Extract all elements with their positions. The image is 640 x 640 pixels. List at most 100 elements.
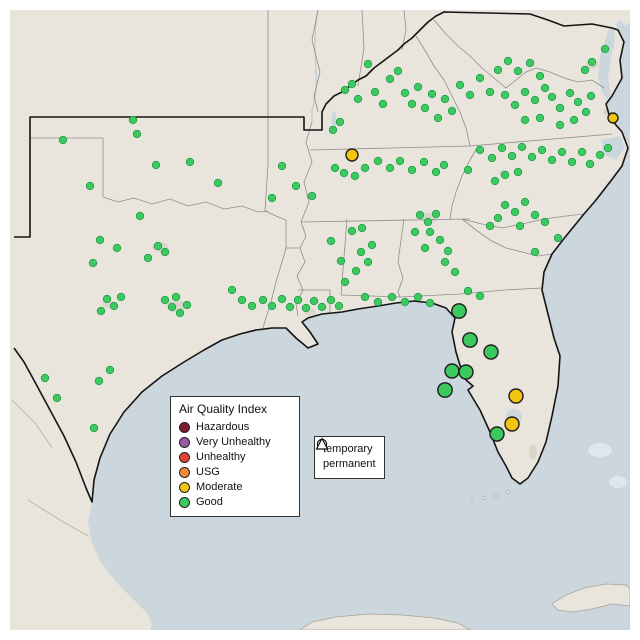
aqi-station-good xyxy=(463,286,473,296)
aqi-station-good xyxy=(317,302,327,312)
aqi-station-good xyxy=(109,301,119,311)
aqi-station-good xyxy=(415,210,425,220)
aqi-station-good xyxy=(340,277,350,287)
aqi-station-good xyxy=(387,292,397,302)
aqi-station-good xyxy=(395,156,405,166)
aqi-station-good xyxy=(347,79,357,89)
mississippi-river xyxy=(311,10,319,122)
cuba-landmass xyxy=(551,583,630,613)
aqi-station-good xyxy=(328,125,338,135)
station-type-label: temporary xyxy=(323,443,373,455)
aqi-station-good xyxy=(410,227,420,237)
aqi-station-good xyxy=(525,58,535,68)
aqi-legend: Air Quality Index Hazardous Very Unhealth… xyxy=(170,396,300,517)
aqi-station-good xyxy=(580,65,590,75)
triangle-marker-icon xyxy=(315,437,329,450)
aqi-station-good xyxy=(102,294,112,304)
aqi-station-good xyxy=(420,243,430,253)
aqi-station-good xyxy=(500,200,510,210)
aqi-station-good xyxy=(277,294,287,304)
aqi-station-good xyxy=(493,65,503,75)
aqi-station-good xyxy=(475,291,485,301)
station-type-legend-rows: temporary permanent xyxy=(315,437,376,472)
aqi-station-good xyxy=(520,197,530,207)
aqi-color-swatch xyxy=(179,422,190,433)
aqi-station-good xyxy=(307,191,317,201)
aqi-station-good xyxy=(58,135,68,145)
aqi-station-good xyxy=(547,155,557,165)
aqi-station-good xyxy=(363,59,373,69)
aqi-station-good xyxy=(455,80,465,90)
aqi-station-good-large xyxy=(483,344,499,360)
aqi-station-good xyxy=(153,241,163,251)
aqi-station-good xyxy=(360,292,370,302)
aqi-station-good xyxy=(425,298,435,308)
aqi-station-good xyxy=(400,88,410,98)
aqi-legend-item: Hazardous xyxy=(179,420,291,435)
aqi-station-good-large xyxy=(451,303,467,319)
aqi-station-good xyxy=(463,165,473,175)
aqi-station-good xyxy=(182,300,192,310)
aqi-station-good xyxy=(407,165,417,175)
aqi-legend-label: Hazardous xyxy=(196,421,250,433)
aqi-station-good xyxy=(277,161,287,171)
aqi-station-good xyxy=(267,301,277,311)
aqi-station-good xyxy=(363,257,373,267)
aqi-station-good xyxy=(227,285,237,295)
aqi-station-good xyxy=(420,103,430,113)
aqi-station-good xyxy=(530,210,540,220)
aqi-station-good xyxy=(540,217,550,227)
aqi-station-good xyxy=(285,302,295,312)
aqi-station-good xyxy=(95,235,105,245)
aqi-station-good xyxy=(326,236,336,246)
aqi-station-good xyxy=(105,365,115,375)
station-markers-layer xyxy=(40,44,619,442)
aqi-station-good-large xyxy=(458,364,474,380)
aqi-station-good xyxy=(565,88,575,98)
aqi-station-good xyxy=(419,157,429,167)
florida-keys xyxy=(470,490,510,501)
aqi-station-good xyxy=(573,97,583,107)
aqi-station-good xyxy=(413,292,423,302)
aqi-station-good xyxy=(500,170,510,180)
aqi-station-good xyxy=(537,145,547,155)
aqi-station-good xyxy=(600,44,610,54)
aqi-legend-label: Very Unhealthy xyxy=(196,436,271,448)
aqi-station-good xyxy=(439,160,449,170)
aqi-station-good xyxy=(530,247,540,257)
aqi-station-good xyxy=(527,152,537,162)
aqi-station-good xyxy=(237,295,247,305)
aqi-station-good xyxy=(497,143,507,153)
aqi-station-good xyxy=(520,87,530,97)
aqi-station-good xyxy=(326,295,336,305)
aqi-station-good xyxy=(510,100,520,110)
aqi-station-good xyxy=(373,297,383,307)
aqi-station-moderate-large xyxy=(607,112,619,124)
aqi-station-good xyxy=(373,156,383,166)
aqi-station-good xyxy=(485,87,495,97)
station-type-legend: temporary permanent xyxy=(314,436,385,479)
aqi-station-good xyxy=(530,95,540,105)
aqi-legend-title: Air Quality Index xyxy=(179,402,268,416)
aqi-station-good xyxy=(347,226,357,236)
aqi-station-good xyxy=(587,57,597,67)
aqi-station-good xyxy=(465,90,475,100)
aqi-station-good xyxy=(547,92,557,102)
aqi-station-good xyxy=(89,423,99,433)
aqi-station-good xyxy=(475,145,485,155)
aqi-station-good xyxy=(335,117,345,127)
aqi-legend-item: Moderate xyxy=(179,480,291,495)
aqi-station-good xyxy=(52,393,62,403)
aqi-station-good-large xyxy=(444,363,460,379)
aqi-station-good xyxy=(393,66,403,76)
aqi-station-good xyxy=(247,301,257,311)
aqi-station-good xyxy=(553,233,563,243)
aqi-station-good-large xyxy=(437,382,453,398)
aqi-station-good xyxy=(96,306,106,316)
aqi-station-good xyxy=(586,91,596,101)
aqi-station-good xyxy=(487,153,497,163)
aqi-station-good xyxy=(513,66,523,76)
aqi-station-good xyxy=(431,167,441,177)
aqi-station-good xyxy=(450,267,460,277)
